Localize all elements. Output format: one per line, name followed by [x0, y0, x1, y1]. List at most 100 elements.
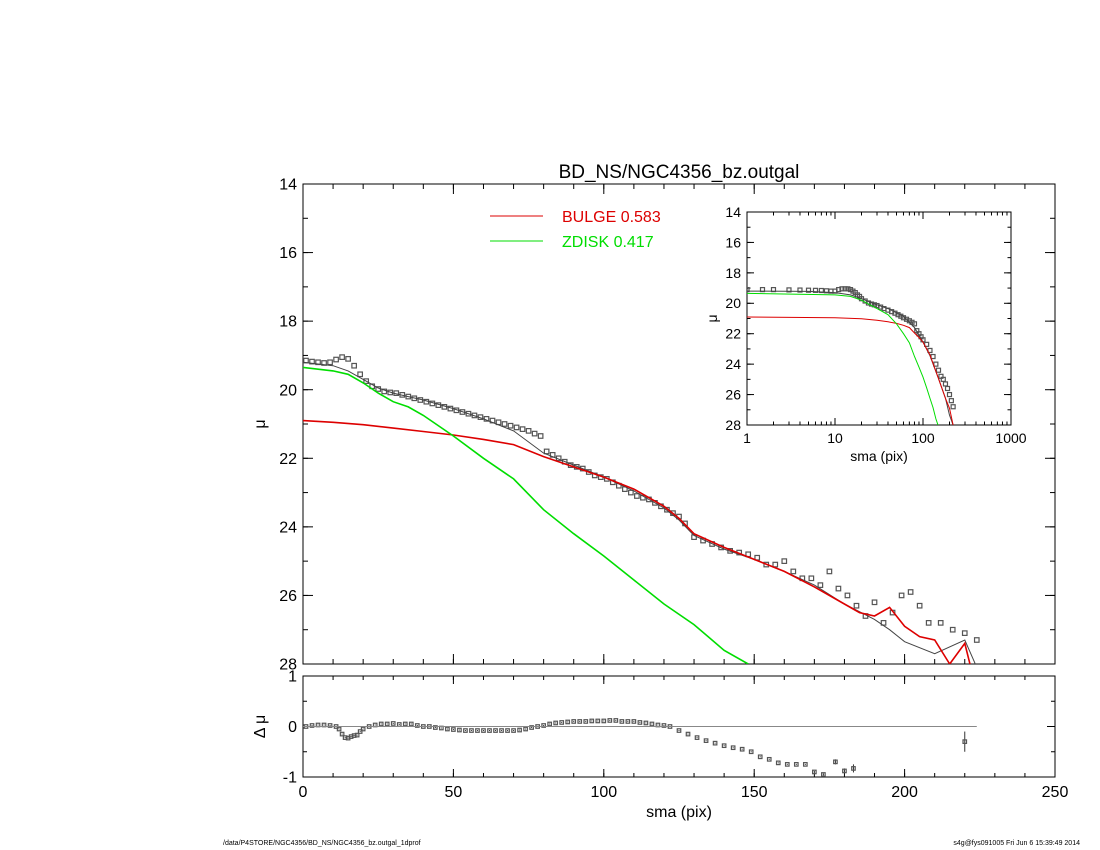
- inset-data-point: [836, 286, 842, 293]
- residual-data-point: [529, 725, 534, 730]
- main-ytick-label: 28: [279, 657, 297, 674]
- residual-data-point: [493, 728, 498, 733]
- footer-timestamp: s4g@fys091005 Fri Jun 6 15:39:49 2014: [953, 840, 1080, 847]
- inset-ytick-label: 14: [725, 204, 741, 220]
- residual-ytick-label: 0: [288, 719, 297, 736]
- inset-xtick-label: 1: [743, 430, 751, 446]
- main-model-line: [303, 361, 976, 664]
- main-ytick-label: 22: [279, 451, 297, 468]
- residual-data-point: [631, 719, 637, 724]
- residual-data-point: [445, 726, 450, 732]
- residual-data-point: [354, 732, 360, 738]
- main-data-point: [537, 433, 544, 439]
- main-data-point: [808, 575, 815, 582]
- main-data-point: [501, 421, 508, 427]
- residual-xtick-label: 50: [445, 784, 463, 801]
- residual-data-point: [360, 726, 366, 732]
- inset-ytick-label: 26: [725, 386, 741, 402]
- residual-data-point: [643, 720, 649, 726]
- residual-data-point: [505, 728, 510, 733]
- inset-data-point: [948, 398, 954, 404]
- residual-data-point: [414, 723, 420, 728]
- residual-data-point: [766, 756, 772, 762]
- residual-data-point: [583, 719, 589, 724]
- residual-data-point: [595, 718, 601, 724]
- main-data-point: [634, 493, 640, 499]
- residual-data-point: [402, 721, 408, 727]
- inset-data-point: [933, 361, 939, 367]
- main-data-point: [321, 360, 327, 366]
- residual-data-point: [649, 721, 655, 727]
- residual-data-point: [339, 731, 345, 737]
- legend-label-zdisk: ZDISK 0.417: [562, 234, 654, 251]
- residual-data-point: [712, 740, 718, 746]
- residual-data-point: [463, 728, 468, 733]
- main-data-point: [949, 626, 956, 633]
- residual-data-point: [327, 723, 333, 728]
- main-legend: BULGE 0.583 ZDISK 0.417: [490, 209, 661, 251]
- inset-plot-area: [747, 286, 956, 425]
- main-data-point: [925, 620, 932, 626]
- main-data-point: [507, 422, 514, 429]
- residual-data-point: [390, 721, 396, 726]
- main-data-point: [898, 592, 905, 599]
- residual-data-point: [793, 762, 799, 767]
- residual-xtick-label: 200: [891, 784, 918, 801]
- residual-data-point: [517, 727, 522, 733]
- main-data-point: [844, 592, 851, 599]
- main-data-point: [363, 378, 370, 384]
- residual-data-point: [757, 754, 763, 760]
- residual-ylabel: Δ μ: [252, 715, 269, 738]
- residual-xtick-label: 150: [741, 784, 768, 801]
- residual-data-point: [637, 720, 643, 725]
- main-ytick-label: 24: [279, 519, 297, 536]
- main-ylabel: μ: [252, 419, 269, 428]
- main-data-point: [973, 637, 980, 643]
- inset-data-point: [911, 321, 918, 327]
- main-data-point: [916, 602, 923, 609]
- residual-data-point: [577, 719, 583, 724]
- residual-data-point: [433, 725, 438, 730]
- residual-data-point: [851, 766, 856, 771]
- residual-data-point: [559, 720, 565, 725]
- inset-ytick-label: 18: [725, 265, 741, 281]
- residual-data-point: [812, 769, 817, 775]
- inset-data-point: [845, 286, 851, 292]
- residual-data-point: [601, 718, 607, 724]
- inset-zdisk-line: [747, 292, 939, 425]
- residual-data-point: [487, 728, 492, 733]
- inset-axes: 1 10 100 1000 14 16 18 20 22 24 26 28 sma (pix) μ: [704, 204, 1027, 464]
- main-data-point: [961, 630, 968, 636]
- residual-data-point: [469, 728, 474, 733]
- inset-ylabel: μ: [704, 314, 720, 322]
- residual-data-point: [784, 762, 790, 767]
- main-ytick-label: 18: [279, 314, 297, 331]
- inset-background: [747, 212, 1011, 425]
- residual-data-point: [499, 728, 504, 733]
- residual-ytick-label: -1: [283, 770, 297, 787]
- inset-data-point: [786, 287, 792, 293]
- residual-data-point: [802, 762, 808, 767]
- inset-xtick-label: 1000: [995, 430, 1026, 446]
- residual-data-point: [384, 721, 390, 727]
- residual-data-point: [703, 738, 709, 743]
- main-data-point: [531, 430, 538, 437]
- inset-ytick-label: 24: [725, 356, 741, 372]
- residual-data-point: [661, 723, 667, 728]
- residual-data-point: [511, 728, 516, 733]
- main-plot-area: [303, 354, 980, 664]
- residual-data-point: [821, 772, 826, 777]
- residual-data-point: [336, 726, 342, 732]
- main-ytick-label: 26: [279, 588, 297, 605]
- residual-data-point: [730, 745, 736, 751]
- residual-plot-area: [303, 718, 977, 777]
- residual-data-point: [589, 718, 595, 724]
- residual-data-point: [481, 728, 486, 733]
- main-data-point: [333, 356, 339, 363]
- inset-data-point: [812, 287, 819, 293]
- main-data-point: [519, 426, 526, 432]
- residual-data-point: [378, 721, 384, 727]
- main-data-point: [907, 589, 914, 595]
